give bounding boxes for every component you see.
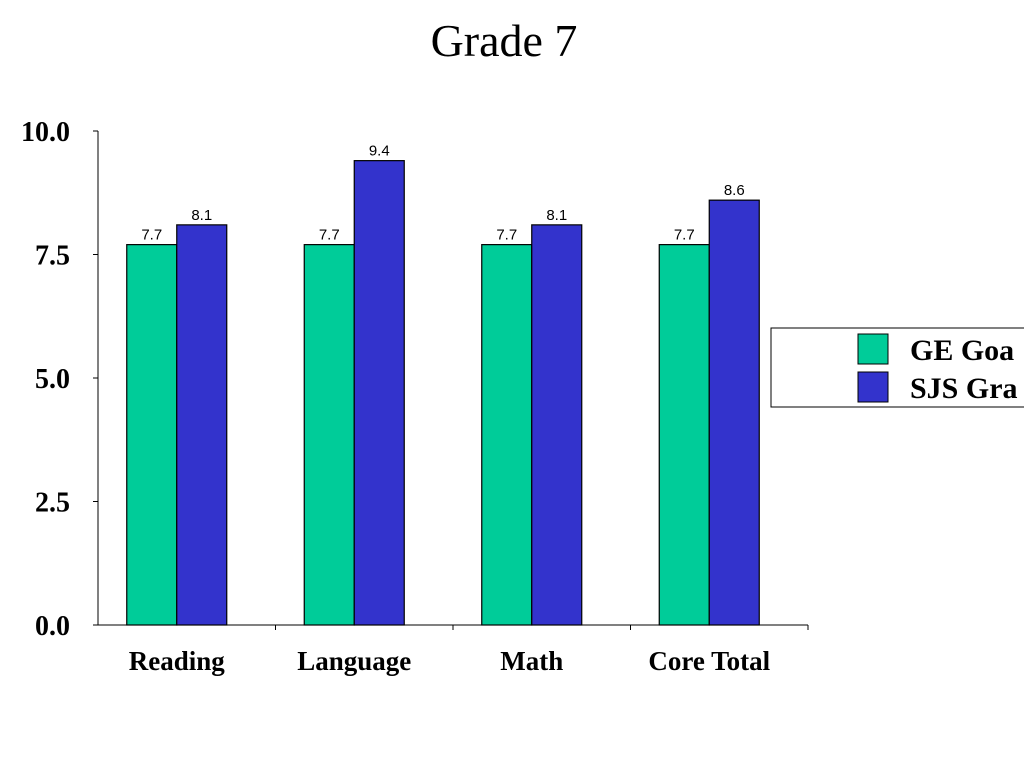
x-tick-label: Language — [297, 646, 411, 676]
y-tick-label: 10.0 — [21, 117, 70, 148]
data-label: 7.7 — [141, 227, 162, 244]
data-label: 8.1 — [191, 207, 212, 224]
bar — [353, 160, 405, 626]
axes: 0.0 2.5 5.0 7.5 10.0 Reading Language Math Core … — [21, 117, 809, 676]
legend-box — [770, 327, 1024, 408]
data-labels: 7.7 8.1 7.7 9.4 7.7 8.1 7.7 8.6 — [141, 143, 744, 244]
data-label: 7.7 — [674, 227, 695, 244]
x-tick-label: Reading — [129, 646, 226, 676]
bar — [658, 244, 710, 626]
data-label: 9.4 — [369, 143, 390, 160]
legend-swatch — [857, 371, 889, 403]
x-tick-label: Core Total — [648, 646, 770, 676]
legend-swatch — [857, 333, 889, 365]
bar — [303, 244, 355, 626]
data-label: 7.7 — [496, 227, 517, 244]
bar — [708, 199, 760, 626]
legend-label: GE Goa — [910, 334, 1014, 367]
bar — [126, 244, 178, 626]
chart-title: Grade 7 — [430, 15, 578, 66]
legend: GE Goa SJS Gra — [770, 327, 1024, 408]
bar — [531, 224, 583, 626]
legend-label: SJS Gra — [910, 372, 1018, 405]
y-tick-label: 2.5 — [35, 488, 70, 519]
bars — [126, 160, 760, 626]
y-tick-label: 7.5 — [35, 241, 70, 272]
x-tick-label: Math — [500, 646, 563, 676]
bar — [481, 244, 533, 626]
y-tick-label: 5.0 — [35, 364, 70, 395]
data-label: 8.6 — [724, 182, 745, 199]
y-tick-label: 0.0 — [35, 611, 70, 642]
bar — [176, 224, 228, 626]
data-label: 7.7 — [319, 227, 340, 244]
data-label: 8.1 — [546, 207, 567, 224]
